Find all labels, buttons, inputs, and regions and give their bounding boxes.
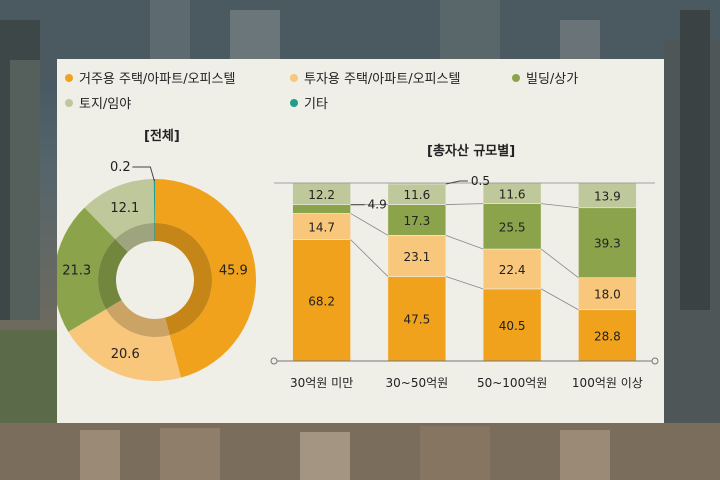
x-tick-label-1: 30~50억원 (386, 376, 449, 390)
bar-label-2-3: 11.6 (499, 187, 526, 201)
connector-0-2 (541, 289, 578, 310)
connector-1-1 (446, 235, 483, 249)
bar-label-1-3: 11.6 (404, 188, 431, 202)
bar-label-3-1: 18.0 (594, 288, 621, 302)
bar-label-1-0: 47.5 (404, 313, 431, 327)
x-axis-end-cap (652, 358, 658, 364)
donut-label-slice-1: 20.6 (111, 347, 140, 362)
bar-label-3-0: 28.8 (594, 329, 621, 343)
connector-2-2 (541, 204, 578, 208)
x-tick-label-3: 100억원 이상 (572, 376, 643, 390)
bar-label-0-1: 14.7 (308, 221, 335, 235)
bar-label-0-3: 12.2 (308, 188, 335, 202)
bar-label-2-0: 40.5 (499, 319, 526, 333)
connector-1-2 (541, 249, 578, 278)
bar-label-1-4: 0.5 (471, 174, 490, 188)
bar-label-3-3: 13.9 (594, 189, 621, 203)
donut-label-slice-2: 21.3 (62, 264, 91, 279)
connector-0-0 (351, 240, 388, 277)
bar-segment-0-2 (293, 205, 351, 214)
stacked-bar-chart: 68.2 14.7 12.2 30억원 미만 47.5 23.1 17.3 11.6 30~50… (271, 174, 658, 390)
charts-svg: 45.9 20.6 21.3 12.1 0.2 68.2 14.7 12.2 30억원 미만 4… (57, 59, 664, 423)
donut-chart: 45.9 20.6 21.3 12.1 0.2 (57, 160, 256, 381)
bar-label-1-2: 17.3 (404, 214, 431, 228)
donut-label-slice-0: 45.9 (219, 264, 248, 279)
donut-leader-slice-4 (132, 167, 154, 181)
chart-panel: 거주용 주택/아파트/오피스텔 투자용 주택/아파트/오피스텔 빌딩/상가 토지… (57, 59, 664, 423)
donut-label-slice-4: 0.2 (110, 160, 131, 175)
x-axis-start-cap (271, 358, 277, 364)
bar-label-0-0: 68.2 (308, 294, 335, 308)
donut-label-slice-3: 12.1 (110, 201, 139, 216)
bar-label-1-1: 23.1 (404, 250, 431, 264)
bar-label-2-1: 22.4 (499, 263, 526, 277)
connector-2-1 (446, 204, 483, 205)
bar-label-0-2: 4.9 (368, 198, 387, 212)
connector-1-0 (351, 213, 388, 235)
x-tick-label-0: 30억원 미만 (290, 376, 353, 390)
callout-leader-1-4 (446, 181, 468, 184)
bar-label-2-2: 25.5 (499, 220, 526, 234)
connector-0-1 (446, 276, 483, 288)
bar-label-3-2: 39.3 (594, 237, 621, 251)
x-tick-label-2: 50~100억원 (477, 376, 547, 390)
